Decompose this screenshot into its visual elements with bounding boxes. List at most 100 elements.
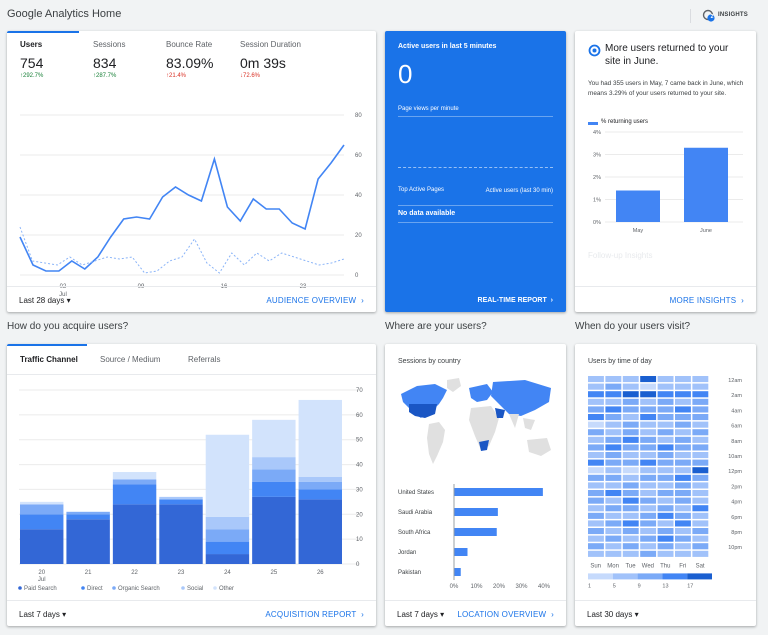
overview-date-range[interactable]: Last 28 days ▾ xyxy=(19,296,71,305)
realtime-title: Active users in last 5 minutes xyxy=(398,43,497,50)
heatmap-cell xyxy=(657,474,674,481)
hour-label: 6am xyxy=(731,424,742,430)
heatmap-cell xyxy=(622,444,639,451)
day-label: Sun xyxy=(590,563,601,569)
insights-label: INSIGHTS xyxy=(718,12,748,18)
more-insights-link[interactable]: MORE INSIGHTS › xyxy=(670,296,744,305)
map-saudi-arabia xyxy=(495,408,505,418)
x-tick-label: May xyxy=(633,228,644,234)
page-title: Google Analytics Home xyxy=(7,8,122,20)
heatmap-cell xyxy=(675,482,691,489)
hour-label: 4am xyxy=(731,408,742,414)
heatmap-cell xyxy=(657,421,674,428)
acquisition-date-range[interactable]: Last 7 days ▾ xyxy=(19,610,66,619)
map-greenland xyxy=(447,378,461,392)
metric-tab[interactable]: Session Duration 0m 39s ↓72.6% xyxy=(240,40,312,88)
heatmap-cell xyxy=(605,421,622,428)
bar xyxy=(454,528,497,536)
heatmap-cell xyxy=(640,512,657,519)
tab-traffic-channel[interactable]: Traffic Channel xyxy=(20,355,78,364)
y-tick-label: 60 xyxy=(355,153,362,159)
y-tick-label: 30 xyxy=(356,487,363,493)
heatmap-cell xyxy=(640,550,657,557)
time-of-day-date-range[interactable]: Last 30 days ▾ xyxy=(587,610,639,619)
bar xyxy=(454,508,498,516)
heatmap-cell xyxy=(657,512,674,519)
heatmap-cell xyxy=(692,444,709,451)
x-tick-sublabel: Jul xyxy=(38,577,46,583)
heatmap-cell xyxy=(675,436,691,443)
insights-badge: 2 xyxy=(710,14,714,20)
heatmap-cell xyxy=(622,520,639,527)
acquisition-report-link[interactable]: ACQUISITION REPORT › xyxy=(265,610,364,619)
heatmap-cell xyxy=(605,505,622,512)
heatmap-cell xyxy=(588,550,604,557)
heatmap-cell xyxy=(640,444,657,451)
heatmap-cell xyxy=(588,482,604,489)
heatmap-cell xyxy=(657,459,674,466)
location-overview-link[interactable]: LOCATION OVERVIEW › xyxy=(457,610,554,619)
section-title-when: When do your users visit? xyxy=(575,321,691,332)
heatmap-cell xyxy=(692,490,709,497)
more-insights-label: MORE INSIGHTS xyxy=(669,296,737,305)
y-tick-label: 80 xyxy=(355,113,362,119)
heatmap-cell xyxy=(692,535,709,542)
day-label: Thu xyxy=(660,563,670,569)
heatmap-cell xyxy=(605,429,622,436)
metric-delta: ↓72.6% xyxy=(240,73,261,79)
audience-overview-card: Users 754 ↑292.7% Sessions 834 ↑287.7% Bounce … xyxy=(7,31,376,312)
heatmap-cell xyxy=(605,391,622,398)
legend-swatch xyxy=(588,573,613,580)
heatmap-cell xyxy=(675,429,691,436)
insights-button[interactable]: 2 INSIGHTS xyxy=(702,8,754,24)
y-tick-label: 2% xyxy=(593,175,601,181)
heatmap-cell xyxy=(657,535,674,542)
metric-label: Sessions xyxy=(93,40,126,49)
metric-tab[interactable]: Sessions 834 ↑287.7% xyxy=(93,40,165,88)
metric-tab[interactable]: Users 754 ↑292.7% xyxy=(20,40,92,88)
insight-body: You had 355 users in May, 7 came back in… xyxy=(588,80,744,97)
location-overview-label: LOCATION OVERVIEW xyxy=(457,610,547,619)
bar xyxy=(684,147,728,222)
heatmap-cell xyxy=(588,497,604,504)
insight-legend-label: % returning users xyxy=(601,119,649,125)
x-tick-label: 40% xyxy=(538,584,551,590)
heatmap-cell xyxy=(675,543,691,550)
x-tick-label: 25 xyxy=(271,570,278,576)
map-southeast-asia xyxy=(523,418,535,430)
heatmap-cell xyxy=(640,497,657,504)
tab-referrals[interactable]: Referrals xyxy=(188,355,221,364)
bar-segment xyxy=(252,419,296,458)
bar-segment xyxy=(66,511,110,515)
users-line-chart: 0 20 40 60 80 02 Jul 09 16 23 xyxy=(19,113,362,297)
metric-tab[interactable]: Bounce Rate 83.09% ↑21.4% xyxy=(166,40,238,88)
y-tick-label: 40 xyxy=(356,463,363,469)
x-tick-label: 02 xyxy=(60,284,67,290)
heatmap-cell xyxy=(675,528,691,535)
heatmap-cell xyxy=(622,467,639,474)
y-tick-label: 4% xyxy=(593,130,601,136)
top-pages-label: Top Active Pages xyxy=(398,187,445,193)
day-label: Wed xyxy=(642,563,654,569)
date-range-label: Last 7 days xyxy=(19,610,60,619)
tab-source-medium[interactable]: Source / Medium xyxy=(100,355,161,364)
realtime-report-link[interactable]: REAL-TIME REPORT › xyxy=(478,297,553,304)
followup-insights: Follow-up Insights xyxy=(588,251,653,260)
comparison-line xyxy=(19,226,345,274)
heatmap-cell xyxy=(605,414,622,421)
heatmap-cell xyxy=(588,444,604,451)
heatmap-cell xyxy=(657,467,674,474)
metric-value: 0m 39s xyxy=(240,55,286,71)
heatmap-cell xyxy=(657,452,674,459)
bar xyxy=(454,488,543,496)
heatmap-cell xyxy=(657,520,674,527)
audience-overview-link[interactable]: AUDIENCE OVERVIEW › xyxy=(266,296,364,305)
legend-swatch xyxy=(637,573,663,580)
geo-title: Sessions by country xyxy=(398,358,461,365)
refresh-icon xyxy=(588,44,601,57)
geo-date-range[interactable]: Last 7 days ▾ xyxy=(397,610,444,619)
heatmap-cell xyxy=(640,383,657,390)
heatmap-cell xyxy=(622,436,639,443)
heatmap-cell xyxy=(588,414,604,421)
